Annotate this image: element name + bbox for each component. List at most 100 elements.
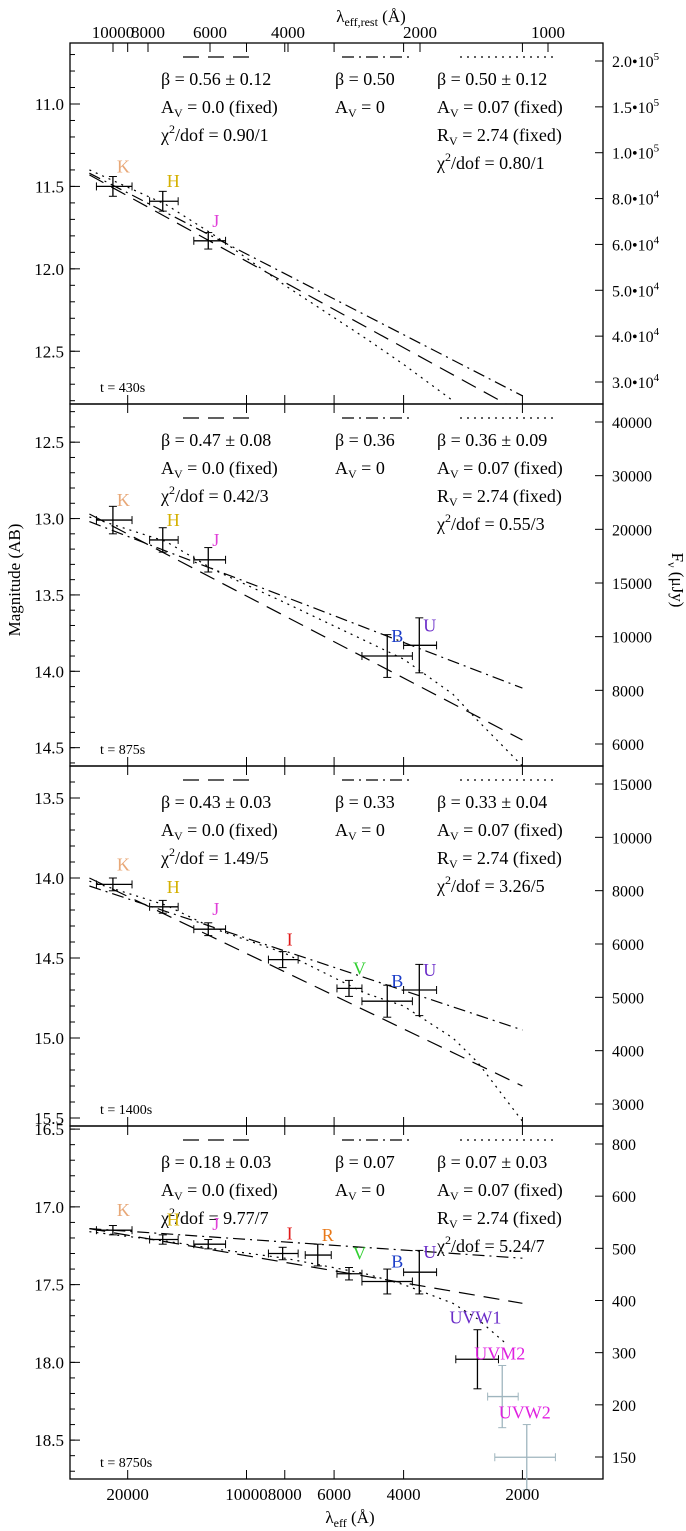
left-axis-label: Magnitude (AB) xyxy=(5,524,24,637)
panel-1: 11.0 11.5 12.0 12.5 2.0•105 1.5•105 1.0•105 8.0… xyxy=(34,42,660,405)
y-tick-label: 12.5 xyxy=(34,433,64,452)
flux-tick-label: 5000 xyxy=(612,990,644,1007)
band-label: J xyxy=(212,530,219,550)
bottom-tick-label: 10000 xyxy=(225,1485,268,1504)
time-label: t = 1400s xyxy=(100,1103,152,1118)
band-label: UVW1 xyxy=(449,1308,501,1328)
flux-tick-label: 8000 xyxy=(612,683,644,700)
fit-chi: χ2/dof = 1.49/5 xyxy=(160,845,269,868)
fit-beta: β = 0.07 xyxy=(335,1152,395,1172)
data-point-H: H xyxy=(149,1210,180,1245)
data-point-V: V xyxy=(336,958,366,997)
fit-chi: χ2/dof = 0.80/1 xyxy=(436,150,545,173)
y-tick-label: 14.0 xyxy=(34,869,64,888)
y-tick-label: 11.5 xyxy=(35,177,64,196)
fit-beta: β = 0.50 ± 0.12 xyxy=(437,69,547,89)
bottom-tick-label: 20000 xyxy=(106,1485,149,1504)
fit-line-dashed xyxy=(89,877,523,1087)
band-label: B xyxy=(391,1252,403,1272)
fit-beta: β = 0.07 ± 0.03 xyxy=(437,1152,547,1172)
fit-av: AV = 0.0 (fixed) xyxy=(161,1180,278,1203)
top-tick-label: 4000 xyxy=(271,23,305,42)
data-point-H: H xyxy=(149,171,180,212)
data-point-UVM2: UVM2 xyxy=(474,1343,525,1429)
fit-rv: RV = 2.74 (fixed) xyxy=(437,1208,562,1231)
band-label: H xyxy=(167,877,180,897)
band-label: B xyxy=(391,626,403,646)
band-label: K xyxy=(117,490,130,510)
fit-av: AV = 0.0 (fixed) xyxy=(161,820,278,843)
y-tick-label: 17.0 xyxy=(34,1198,64,1217)
fit-line-dashdot xyxy=(89,172,523,397)
flux-tick-label: 2.0•105 xyxy=(612,51,660,71)
fit-av: AV = 0.07 (fixed) xyxy=(437,820,563,843)
band-label: I xyxy=(287,1224,293,1244)
fit-av: AV = 0 xyxy=(335,1180,385,1203)
data-point-U: U xyxy=(403,960,438,1017)
flux-tick-label: 5.0•104 xyxy=(612,280,660,300)
fit-chi: χ2/dof = 5.24/7 xyxy=(436,1233,545,1256)
band-label: V xyxy=(353,958,366,978)
fit-rv: RV = 2.74 (fixed) xyxy=(437,486,562,509)
flux-tick-label: 6.0•104 xyxy=(612,234,660,254)
flux-tick-label: 800 xyxy=(612,1137,636,1154)
data-point-I: I xyxy=(267,1224,299,1261)
data-point-H: H xyxy=(149,510,180,553)
fit-av: AV = 0.07 (fixed) xyxy=(437,458,563,481)
fit-chi: χ2/dof = 0.55/3 xyxy=(436,511,545,534)
y-tick-label: 14.5 xyxy=(34,949,64,968)
band-label: K xyxy=(117,854,130,874)
fit-chi: χ2/dof = 0.90/1 xyxy=(160,122,269,145)
band-label: K xyxy=(117,156,130,176)
panel-2: 12.5 13.0 13.5 14.0 14.5 40000 30000 20000 15000… xyxy=(34,403,652,767)
band-label: U xyxy=(423,1242,436,1262)
y-tick-label: 13.5 xyxy=(34,789,64,808)
band-label: J xyxy=(212,211,219,231)
panels: 11.0 11.5 12.0 12.5 2.0•105 1.5•105 1.0•105 8.0… xyxy=(34,42,660,1491)
bottom-axis-label: λeff (Å) xyxy=(325,1508,374,1530)
top-tick-label: 1000 xyxy=(531,23,565,42)
flux-tick-label: 40000 xyxy=(612,415,652,432)
data-point-I: I xyxy=(267,930,299,969)
fit-chi: χ2/dof = 3.26/5 xyxy=(436,873,545,896)
figure-axes: λeff,rest (Å) λeff (Å) Magnitude (AB) Fν… xyxy=(5,7,686,1530)
data-point-V: V xyxy=(336,1244,366,1281)
fit-beta: β = 0.33 ± 0.04 xyxy=(437,792,547,812)
flux-tick-label: 20000 xyxy=(612,522,652,539)
flux-tick-label: 8000 xyxy=(612,884,644,901)
data-point-J: J xyxy=(193,211,227,250)
fit-line-dashdot xyxy=(89,885,523,1031)
band-label: K xyxy=(117,1200,130,1220)
data-point-B: B xyxy=(361,1252,413,1295)
data-point-UVW1: UVW1 xyxy=(449,1308,501,1390)
time-label: t = 430s xyxy=(100,381,145,396)
band-label: B xyxy=(391,971,403,991)
flux-tick-label: 300 xyxy=(612,1346,636,1363)
data-point-UVW2: UVW2 xyxy=(494,1403,556,1491)
band-label: V xyxy=(353,1244,366,1264)
y-tick-label: 13.5 xyxy=(34,586,64,605)
data-point-J: J xyxy=(193,1214,227,1250)
band-label: UVM2 xyxy=(474,1343,525,1363)
y-tick-label: 11.0 xyxy=(35,95,64,114)
data-point-J: J xyxy=(193,530,227,573)
fit-av: AV = 0 xyxy=(335,458,385,481)
y-tick-label: 13.0 xyxy=(34,510,64,529)
fit-av: AV = 0.07 (fixed) xyxy=(437,97,563,120)
y-tick-label: 12.0 xyxy=(34,260,64,279)
flux-tick-label: 400 xyxy=(612,1294,636,1311)
bottom-tick-label: 2000 xyxy=(505,1485,539,1504)
bottom-tick-label: 4000 xyxy=(387,1485,421,1504)
fit-av: AV = 0.0 (fixed) xyxy=(161,458,278,481)
data-point-K: K xyxy=(95,854,133,892)
flux-tick-label: 600 xyxy=(612,1189,636,1206)
fit-line-dotted xyxy=(89,516,523,767)
fit-line-dashed xyxy=(89,174,507,405)
fit-av: AV = 0.07 (fixed) xyxy=(437,1180,563,1203)
band-label: H xyxy=(167,510,180,530)
fit-beta: β = 0.36 xyxy=(335,430,395,450)
flux-tick-label: 6000 xyxy=(612,937,644,954)
y-tick-label: 18.5 xyxy=(34,1431,64,1450)
band-label: J xyxy=(212,1214,219,1234)
